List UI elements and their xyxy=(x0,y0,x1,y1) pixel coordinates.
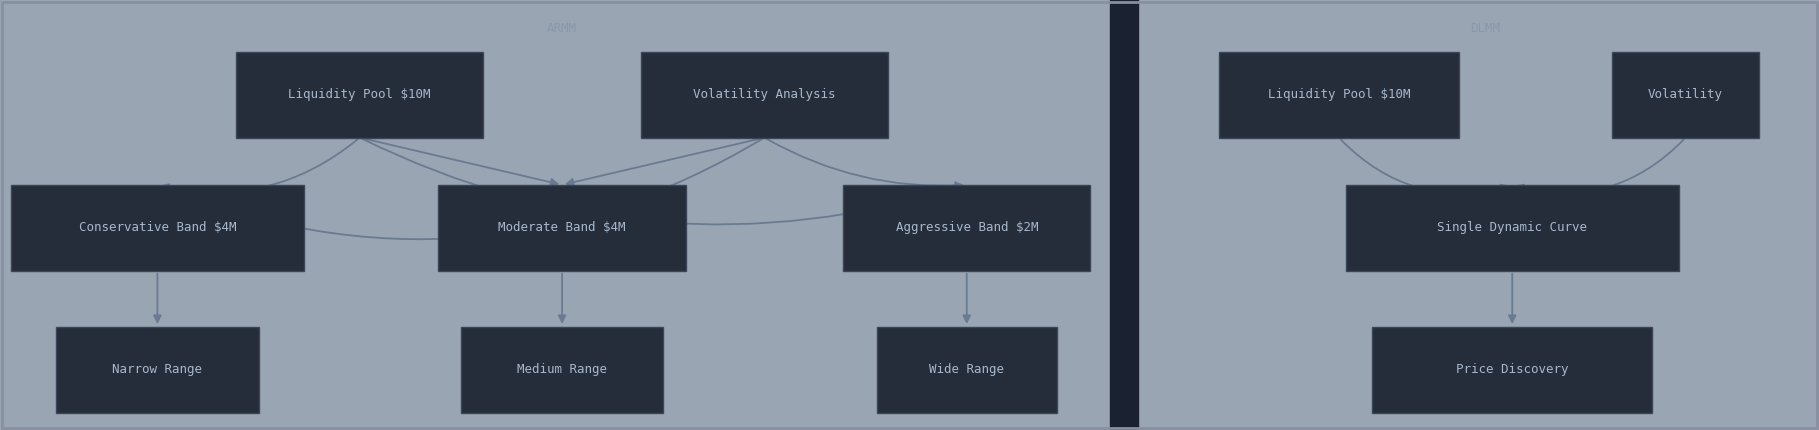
Text: Liquidity Pool $10M: Liquidity Pool $10M xyxy=(1268,88,1410,101)
FancyArrowPatch shape xyxy=(362,138,557,185)
Text: Wide Range: Wide Range xyxy=(930,363,1004,376)
FancyArrowPatch shape xyxy=(558,273,566,322)
Text: ARMM: ARMM xyxy=(548,22,577,34)
Text: Narrow Range: Narrow Range xyxy=(113,363,202,376)
FancyBboxPatch shape xyxy=(1372,327,1652,413)
FancyBboxPatch shape xyxy=(56,327,258,413)
FancyArrowPatch shape xyxy=(362,139,962,224)
FancyBboxPatch shape xyxy=(640,52,888,138)
FancyBboxPatch shape xyxy=(236,52,484,138)
FancyArrowPatch shape xyxy=(162,139,358,192)
Text: Volatility Analysis: Volatility Analysis xyxy=(693,88,835,101)
FancyArrowPatch shape xyxy=(1341,140,1508,193)
Text: Aggressive Band $2M: Aggressive Band $2M xyxy=(895,221,1039,234)
Text: Volatility: Volatility xyxy=(1648,88,1723,101)
FancyBboxPatch shape xyxy=(11,185,304,271)
FancyArrowPatch shape xyxy=(768,139,962,189)
Text: Conservative Band $4M: Conservative Band $4M xyxy=(78,221,236,234)
FancyArrowPatch shape xyxy=(1510,273,1515,322)
Text: Liquidity Pool $10M: Liquidity Pool $10M xyxy=(289,88,431,101)
FancyBboxPatch shape xyxy=(1346,185,1679,271)
FancyArrowPatch shape xyxy=(162,139,762,239)
FancyBboxPatch shape xyxy=(438,185,686,271)
FancyArrowPatch shape xyxy=(568,138,762,185)
FancyArrowPatch shape xyxy=(155,273,160,322)
Text: DLMM: DLMM xyxy=(1470,22,1501,34)
FancyArrowPatch shape xyxy=(964,273,970,322)
FancyBboxPatch shape xyxy=(877,327,1057,413)
Text: Medium Range: Medium Range xyxy=(517,363,608,376)
FancyBboxPatch shape xyxy=(460,327,664,413)
FancyBboxPatch shape xyxy=(842,185,1090,271)
Text: Price Discovery: Price Discovery xyxy=(1455,363,1568,376)
FancyBboxPatch shape xyxy=(1219,52,1459,138)
FancyArrowPatch shape xyxy=(1517,140,1684,193)
Text: Single Dynamic Curve: Single Dynamic Curve xyxy=(1437,221,1588,234)
FancyBboxPatch shape xyxy=(1612,52,1759,138)
Text: Moderate Band $4M: Moderate Band $4M xyxy=(498,221,626,234)
